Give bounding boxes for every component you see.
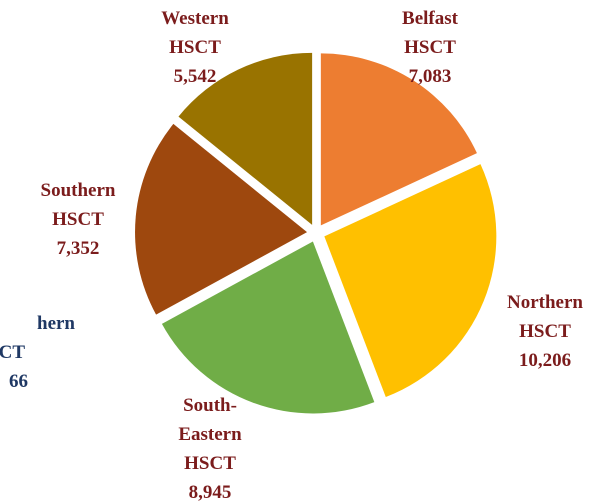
clipped-label-line: hern xyxy=(37,313,75,334)
category-name: South-Eastern HSCT xyxy=(178,395,242,474)
clipped-label-line: CT xyxy=(0,342,25,363)
pie-slice xyxy=(135,123,308,315)
value-label: 8,945 xyxy=(188,482,232,502)
slice-label: Southern HSCT 7,352 xyxy=(23,176,133,263)
clipped-label-line: 66 xyxy=(9,371,28,392)
category-name: Southern HSCT xyxy=(40,180,116,230)
value-label: 5,542 xyxy=(173,66,217,87)
value-label: 7,083 xyxy=(408,66,452,87)
value-label: 10,206 xyxy=(518,350,572,371)
category-name: Northern HSCT xyxy=(507,292,583,342)
pie-slice xyxy=(324,164,497,398)
slice-label: Western HSCT 5,542 xyxy=(140,4,250,91)
pie-slice xyxy=(320,53,477,226)
pie-slice xyxy=(178,52,313,225)
slice-label: Belfast HSCT 7,083 xyxy=(375,4,485,91)
pie-slice xyxy=(161,241,375,414)
category-name: Belfast HSCT xyxy=(402,8,458,58)
value-label: 7,352 xyxy=(56,238,100,259)
slice-label: Northern HSCT 10,206 xyxy=(490,288,600,375)
slice-label: South-Eastern HSCT 8,945 xyxy=(155,391,265,502)
clipped-label: hern CT 66 xyxy=(0,309,75,396)
category-name: Western HSCT xyxy=(161,8,229,58)
